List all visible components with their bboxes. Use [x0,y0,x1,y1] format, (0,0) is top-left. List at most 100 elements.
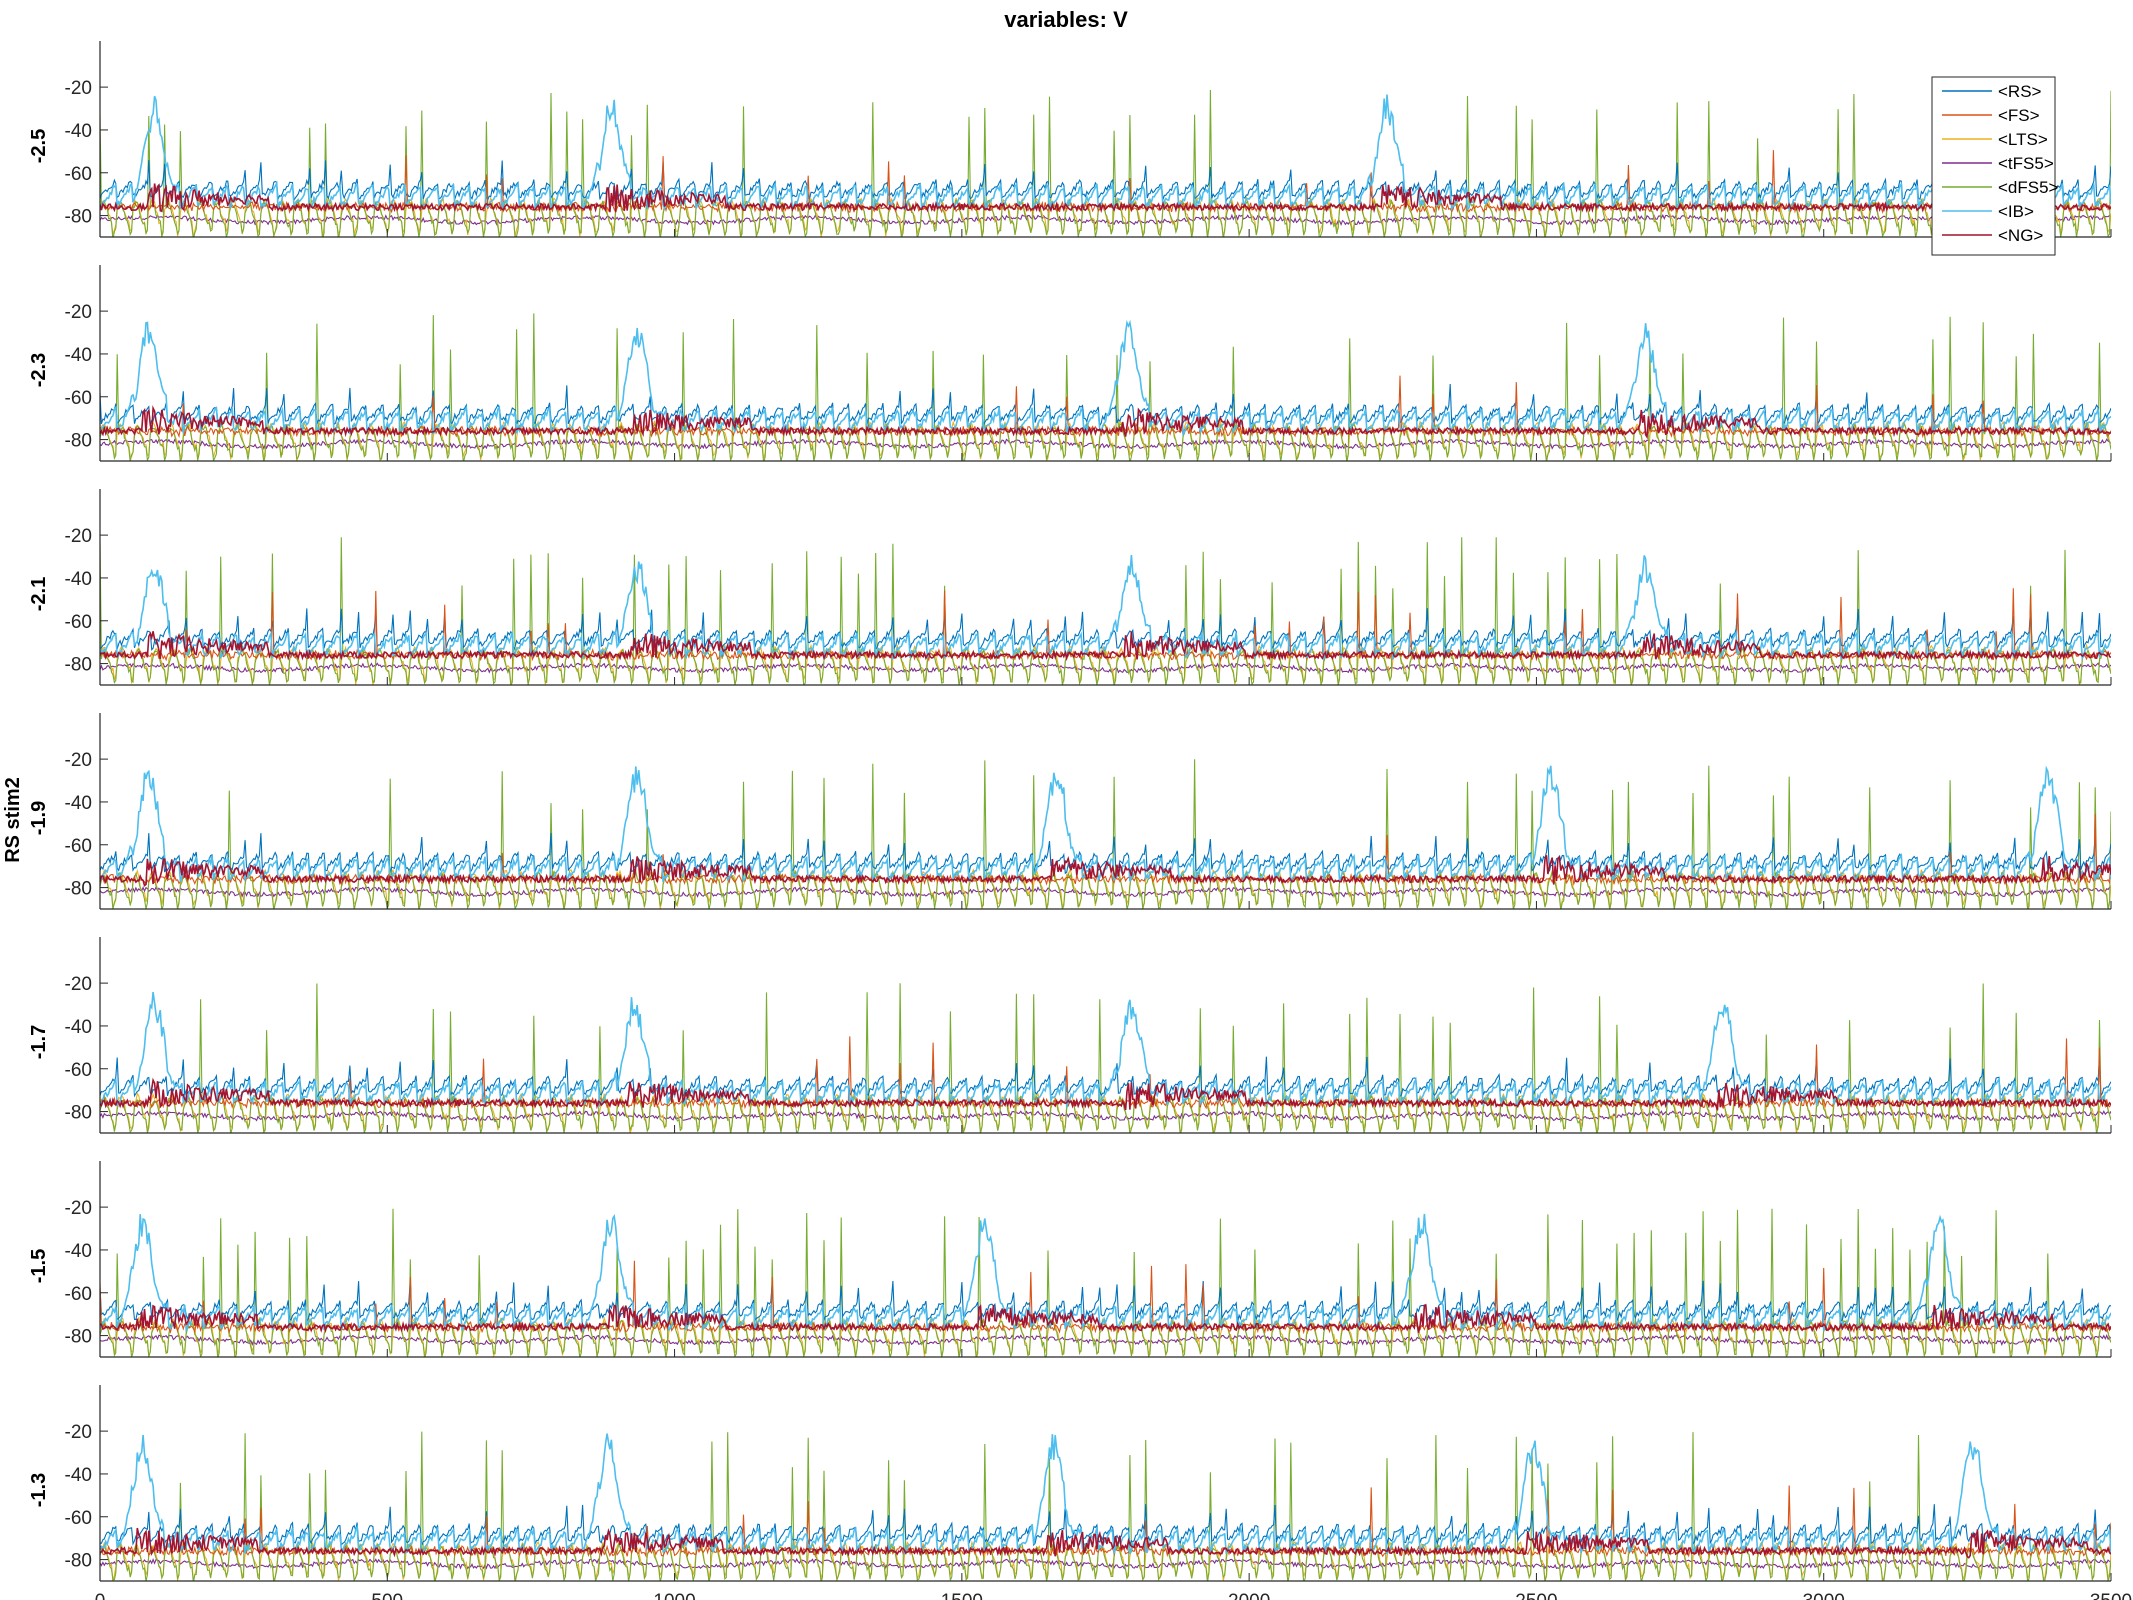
series-line-rs [100,1279,2111,1323]
y-tick-label: -80 [65,1327,92,1348]
legend-entry: <RS> [1998,82,2042,101]
y-tick-label: -20 [65,1422,92,1443]
y-tick-label: -60 [65,1060,92,1081]
panel-1: -20 -40 -60 -80 -2.5 [28,41,2112,238]
y-tick-label: -80 [65,1103,92,1124]
series-line-ib [100,554,2111,662]
panel-3: -20 -40 -60 -80 -2.1 [28,489,2112,686]
panel-y-label: -2.5 [28,129,50,163]
y-tick-label: -20 [65,526,92,547]
legend-entry: <IB> [1998,202,2034,221]
y-tick-label: -20 [65,750,92,771]
y-tick-label: -60 [65,388,92,409]
x-tick-label: 1500 [941,1591,983,1600]
x-tick-label: 3500 [2090,1591,2132,1600]
y-tick-label: -40 [65,1017,92,1038]
panel-y-label: -1.9 [28,801,50,835]
y-tick-label: -80 [65,431,92,452]
y-tick-label: -80 [65,1551,92,1572]
legend-entry: <dFS5> [1998,178,2059,197]
series-line-dfs5 [100,759,2111,909]
series-line-dfs5 [100,983,2111,1133]
x-tick-label: 2000 [1228,1591,1270,1600]
y-tick-label: -40 [65,345,92,366]
series-line-ib [100,1213,2111,1333]
y-tick-label: -40 [65,1465,92,1486]
panel-y-label: -1.3 [28,1473,50,1507]
series-line-tfs5 [100,1333,2111,1346]
panel-y-label: -1.7 [28,1025,50,1059]
series-line-ib [100,94,2111,212]
panel-2: -20 -40 -60 -80 -2.3 [28,265,2112,462]
group-y-label: RS stim2 [2,777,24,863]
series-line-ib [100,765,2111,884]
panel-series [100,537,2111,685]
y-tick-label: -40 [65,1241,92,1262]
panel-series [100,983,2111,1133]
y-tick-label: -20 [65,1198,92,1219]
panel-y-label: -1.5 [28,1249,50,1283]
panel-y-label: -2.3 [28,353,50,387]
series-line-ng [100,854,2111,887]
series-line-rs [100,383,2111,428]
panel-series [100,1208,2111,1357]
series-line-rs [100,1056,2111,1099]
y-tick-label: -60 [65,164,92,185]
series-line-ng [100,1304,2111,1334]
panel-5: -20 -40 -60 -80 -1.7 [28,937,2112,1134]
panel-7: -20 -40 -60 -80 0 500 1000 1500 2000 2500 3000 3500… [28,1385,2132,1600]
y-tick-label: -60 [65,1508,92,1529]
y-tick-label: -20 [65,78,92,99]
y-tick-label: -20 [65,974,92,995]
series-line-rs [100,607,2111,652]
series-line-ng [100,631,2111,662]
series-line-ng [100,1527,2111,1559]
series-line-tfs5 [100,1557,2111,1570]
panel-series [100,759,2111,909]
series-line-rs [100,832,2111,876]
x-tick-label: 2500 [1515,1591,1557,1600]
series-line-ng [100,405,2111,440]
series-line-dfs5 [100,537,2111,685]
series-line-ng [100,183,2111,214]
series-line-ib [100,1433,2111,1556]
series-line-dfs5 [100,1208,2111,1357]
legend-entry: <FS> [1998,106,2040,125]
series-line-ng [100,1077,2111,1111]
series-line-tfs5 [100,885,2111,898]
x-tick-label: 1000 [653,1591,695,1600]
panel-series [100,1431,2111,1581]
y-tick-label: -80 [65,207,92,228]
legend: <RS> <FS> <LTS> <tFS5> <dFS5> <IB> <NG> [1931,76,2059,256]
panel-y-label: -2.1 [28,577,50,611]
legend-entry: <tFS5> [1998,154,2054,173]
series-line-tfs5 [100,662,2111,674]
panels-container: -20 -40 -60 -80 -2.5 -20 -40 -60 -80 -2.3 -20 -40 -6… [28,41,2132,1600]
legend-box [1931,76,2056,256]
y-tick-label: -80 [65,655,92,676]
legend-entry: <LTS> [1998,130,2048,149]
series-line-dfs5 [100,313,2111,461]
y-tick-label: -80 [65,879,92,900]
panel-4: -20 -40 -60 -80 -1.9 [28,713,2112,910]
y-tick-label: -40 [65,793,92,814]
figure-title: variables: V [1004,7,1128,32]
y-tick-label: -60 [65,836,92,857]
x-tick-label: 3000 [1803,1591,1845,1600]
legend-entry: <NG> [1998,226,2043,245]
series-line-rs [100,1504,2111,1547]
x-tick-label: 500 [371,1591,403,1600]
y-tick-label: -40 [65,121,92,142]
x-tick-label: 0 [95,1591,106,1600]
y-tick-label: -40 [65,569,92,590]
y-tick-label: -20 [65,302,92,323]
panel-series [100,313,2111,461]
series-line-tfs5 [100,438,2111,450]
y-tick-label: -60 [65,1284,92,1305]
y-tick-label: -60 [65,612,92,633]
series-line-tfs5 [100,213,2111,227]
series-line-rs [100,160,2111,203]
panel-series [100,89,2111,237]
series-line-fs [100,1036,2111,1110]
